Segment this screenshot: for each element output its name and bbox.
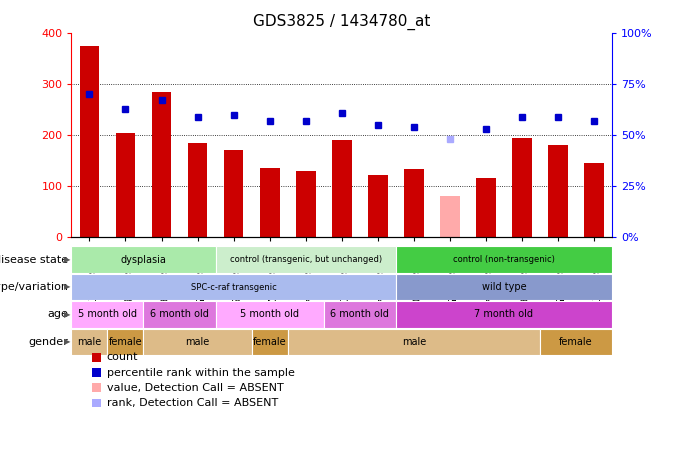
Text: ▶: ▶ [64, 255, 71, 264]
Bar [260, 168, 279, 237]
Title: GDS3825 / 1434780_at: GDS3825 / 1434780_at [253, 14, 430, 30]
Text: 5 month old: 5 month old [240, 310, 299, 319]
Bar [143, 329, 252, 355]
Text: dysplasia: dysplasia [120, 255, 167, 264]
Text: percentile rank within the sample: percentile rank within the sample [107, 367, 294, 378]
Text: female: female [253, 337, 286, 347]
Bar [224, 150, 243, 237]
Bar [80, 46, 99, 237]
Text: wild type: wild type [481, 282, 526, 292]
Bar [116, 133, 135, 237]
Bar [440, 196, 460, 237]
Text: count: count [107, 352, 138, 363]
Text: disease state: disease state [0, 255, 68, 264]
Bar [188, 143, 207, 237]
Text: gender: gender [29, 337, 68, 347]
Text: female: female [109, 337, 142, 347]
Text: ▶: ▶ [64, 310, 71, 319]
Text: 5 month old: 5 month old [78, 310, 137, 319]
Bar [404, 169, 424, 237]
Text: control (non-transgenic): control (non-transgenic) [453, 255, 555, 264]
Bar [396, 246, 612, 273]
Bar [540, 329, 612, 355]
Bar [368, 175, 388, 237]
Bar [107, 329, 143, 355]
Bar [324, 301, 396, 328]
Text: 6 month old: 6 month old [150, 310, 209, 319]
Bar [71, 274, 396, 300]
Bar [71, 301, 143, 328]
Text: value, Detection Call = ABSENT: value, Detection Call = ABSENT [107, 383, 284, 393]
Bar [548, 146, 568, 237]
Bar [216, 246, 396, 273]
Bar [476, 178, 496, 237]
Bar [296, 171, 316, 237]
Text: ▶: ▶ [64, 283, 71, 292]
Text: rank, Detection Call = ABSENT: rank, Detection Call = ABSENT [107, 398, 278, 408]
Text: male: male [402, 337, 426, 347]
Bar [332, 140, 352, 237]
Text: 7 month old: 7 month old [475, 310, 533, 319]
Bar [71, 329, 107, 355]
Text: male: male [78, 337, 101, 347]
Bar [396, 301, 612, 328]
Text: 6 month old: 6 month old [330, 310, 389, 319]
Bar [512, 137, 532, 237]
Text: age: age [47, 310, 68, 319]
Text: male: male [186, 337, 209, 347]
Text: control (transgenic, but unchanged): control (transgenic, but unchanged) [230, 255, 381, 264]
Text: ▶: ▶ [64, 337, 71, 346]
Bar [71, 246, 216, 273]
Bar [216, 301, 324, 328]
Bar [288, 329, 540, 355]
Bar [252, 329, 288, 355]
Text: female: female [559, 337, 593, 347]
Text: SPC-c-raf transgenic: SPC-c-raf transgenic [190, 283, 277, 292]
Bar [152, 92, 171, 237]
Bar [396, 274, 612, 300]
Text: genotype/variation: genotype/variation [0, 282, 68, 292]
Bar [584, 163, 604, 237]
Bar [143, 301, 216, 328]
